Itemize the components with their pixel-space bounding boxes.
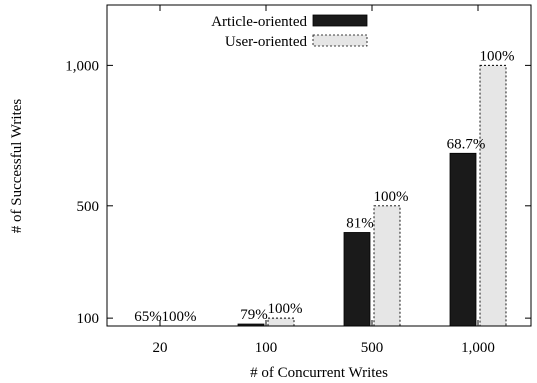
y-tick-label: 500 <box>77 199 100 215</box>
legend-label-user: User-oriented <box>225 34 308 50</box>
x-tick-label: 1,000 <box>461 340 495 356</box>
legend: Article-oriented User-oriented <box>211 14 368 50</box>
bars <box>237 64 507 327</box>
data-label: 68.7% <box>447 136 486 152</box>
bar-article-oriented <box>343 232 371 327</box>
legend-label-article: Article-oriented <box>211 14 307 30</box>
data-label: 100% <box>374 189 409 205</box>
x-tick-label: 100 <box>255 340 278 356</box>
bar-user-oriented <box>267 317 295 327</box>
y-tick-label: 1,000 <box>65 58 99 74</box>
data-label: 100% <box>480 48 515 64</box>
bar-article-oriented <box>449 152 477 327</box>
data-label: 65% <box>134 309 162 325</box>
data-labels: 65% 100% 79% 100%81%100%68.7%100% <box>134 48 514 325</box>
tick-marks <box>107 5 531 326</box>
data-label: 100% <box>268 301 303 317</box>
y-axis-label: # of Successful Writes <box>9 99 25 234</box>
bar-user-oriented <box>479 64 507 327</box>
y-tick-label: 100 <box>77 311 100 327</box>
data-label: 79% <box>240 307 268 323</box>
tick-labels: 100 500 1,000 20 100 500 1,000 <box>65 58 495 356</box>
plot-frame <box>106 4 532 327</box>
x-tick-label: 500 <box>361 340 384 356</box>
x-tick-label: 20 <box>153 340 168 356</box>
legend-swatch-article <box>312 14 368 27</box>
bar-user-oriented <box>373 205 401 327</box>
data-label: 100% <box>162 309 197 325</box>
x-axis-label: # of Concurrent Writes <box>250 365 388 381</box>
data-label: 81% <box>346 215 374 231</box>
legend-swatch-user <box>312 34 368 47</box>
